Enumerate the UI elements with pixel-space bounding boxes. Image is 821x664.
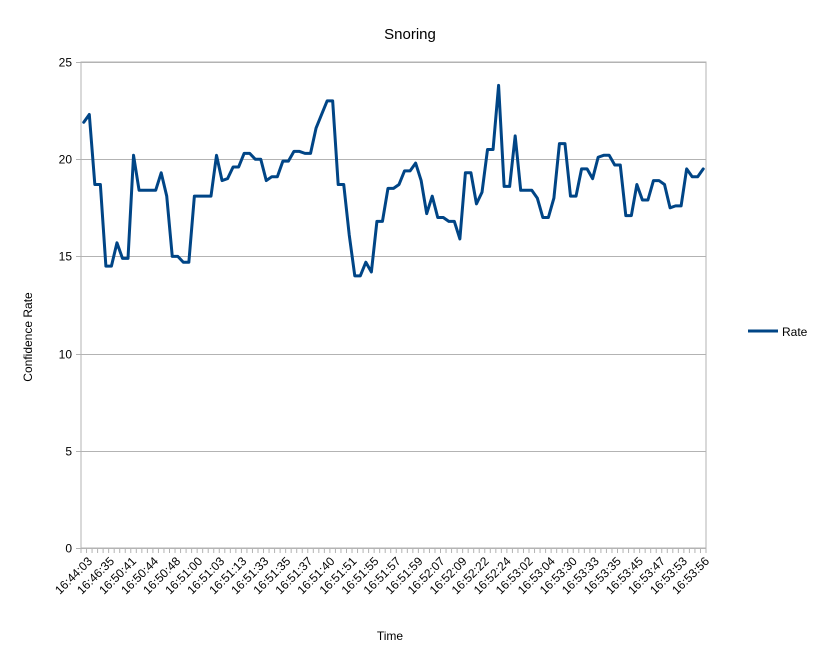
plot-area bbox=[80, 61, 707, 549]
y-tick-label: 15 bbox=[59, 250, 73, 264]
chart-title: Snoring bbox=[384, 26, 436, 43]
series-line-rate bbox=[82, 83, 705, 278]
legend: Rate bbox=[748, 325, 808, 339]
y-axis-ticks: 0 5 10 15 20 25 bbox=[59, 56, 81, 556]
y-tick-label: 20 bbox=[59, 153, 73, 167]
legend-label-rate: Rate bbox=[782, 325, 808, 339]
y-axis-label: Confidence Rate bbox=[21, 292, 35, 382]
x-axis-ticks: 16:44:0316:46:3516:50:4116:50:4416:50:48… bbox=[52, 548, 712, 597]
gridlines bbox=[80, 61, 707, 549]
y-tick-label: 25 bbox=[59, 56, 73, 70]
x-axis-label: Time bbox=[377, 629, 404, 643]
series-layer bbox=[82, 83, 705, 278]
y-tick-label: 0 bbox=[65, 542, 72, 556]
y-tick-label: 5 bbox=[65, 445, 72, 459]
y-tick-label: 10 bbox=[59, 348, 73, 362]
